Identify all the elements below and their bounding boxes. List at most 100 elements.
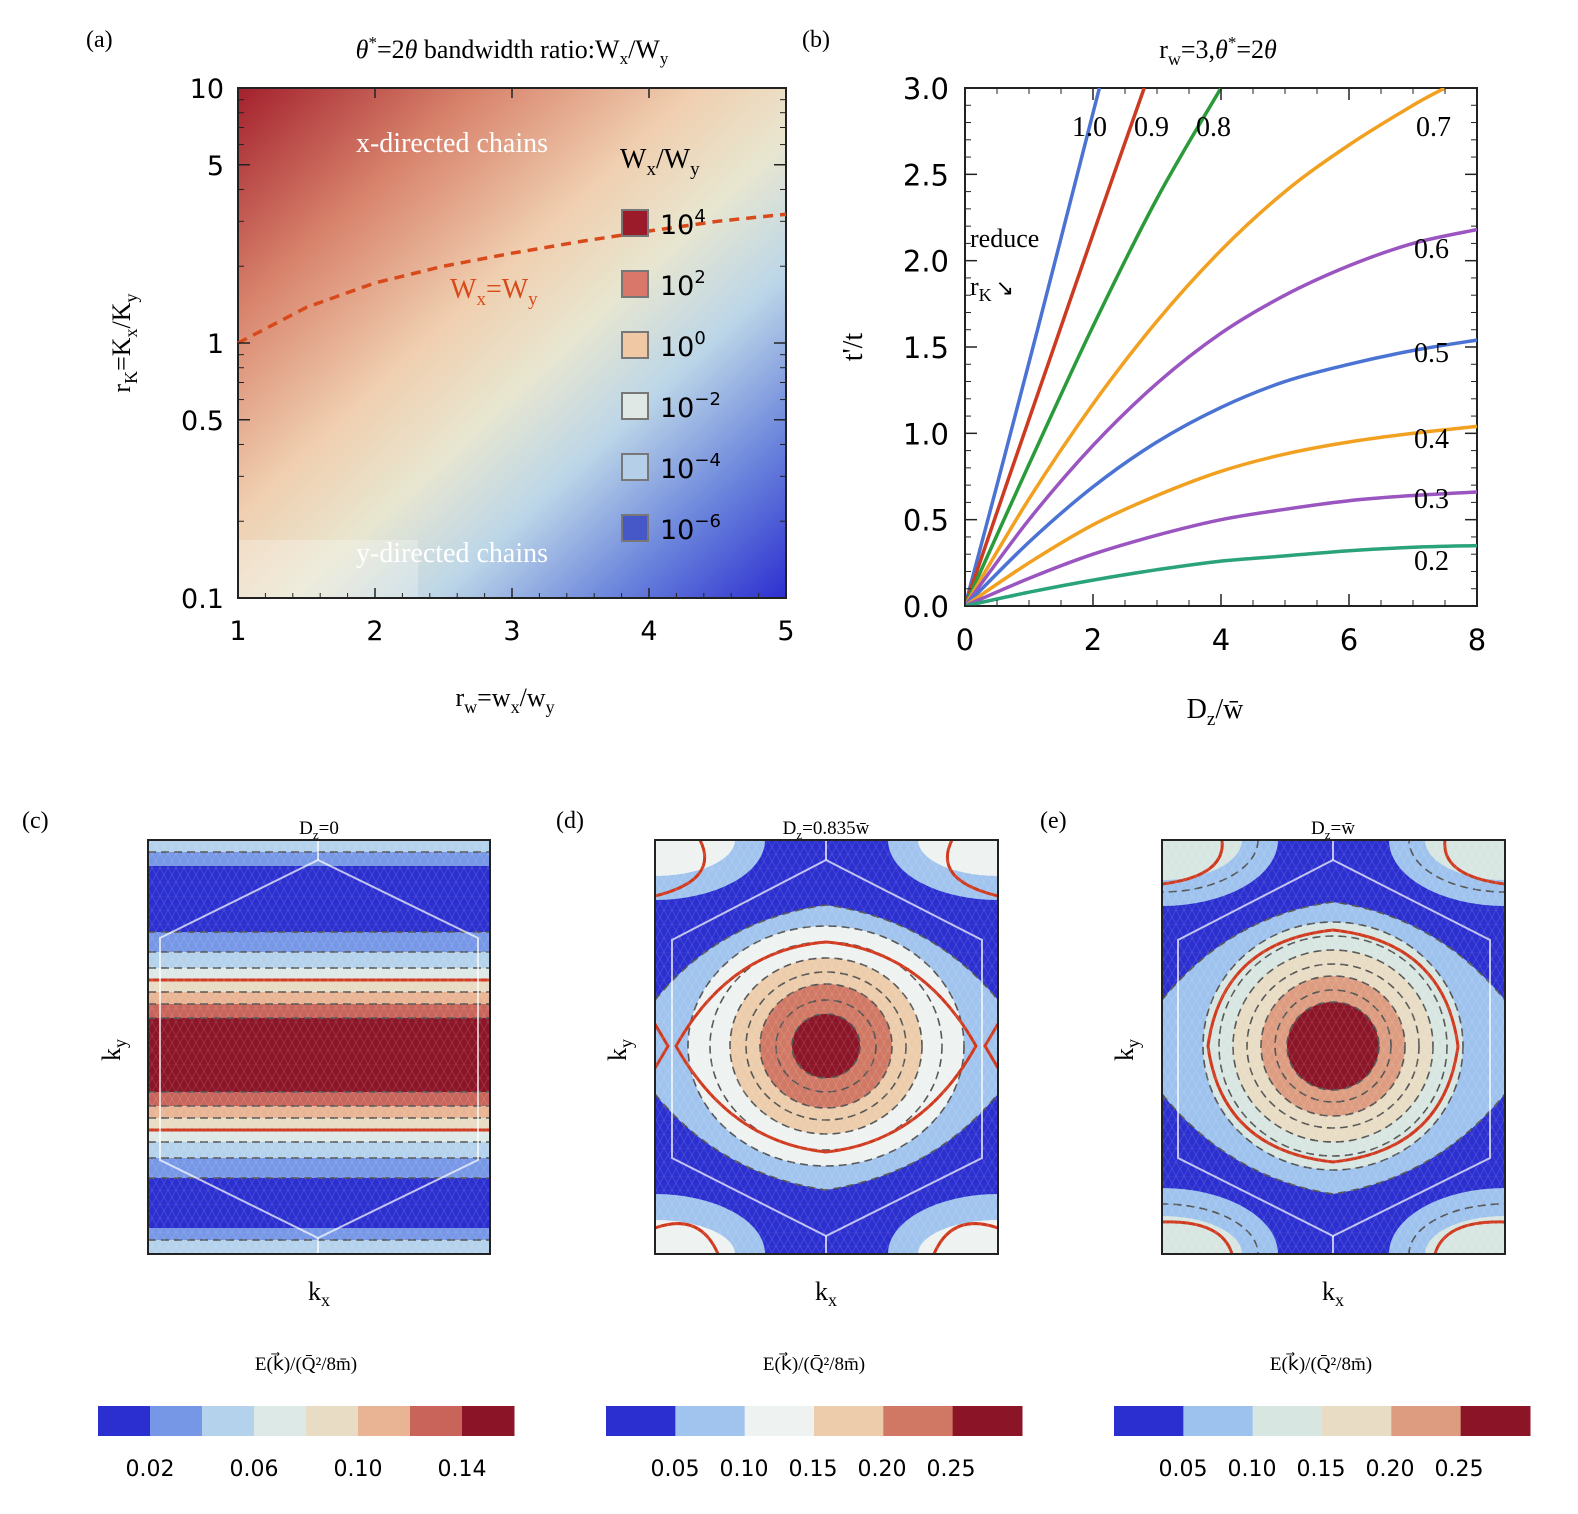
series-label-0.7: 0.7 <box>1416 112 1451 143</box>
x-tick-label-b: 0 <box>956 623 974 657</box>
heatmap-d <box>655 840 998 1254</box>
legend-title: Wx/Wy <box>620 144 700 180</box>
x-tick-label-b: 6 <box>1340 623 1358 657</box>
x-tick-label-a: 4 <box>640 616 657 647</box>
y-tick-label-a: 0.5 <box>181 406 224 437</box>
x-tick-label-a: 5 <box>777 616 794 647</box>
y-tick-label-b: 3.0 <box>903 72 949 106</box>
y-tick-label-b: 1.5 <box>903 331 949 365</box>
panel-e-title: Dz=w̄ <box>1311 818 1355 842</box>
panel-a-xlabel: rw=wx/wy <box>455 683 554 717</box>
panel-c-ylabel: ky <box>97 1039 130 1061</box>
colorbar-segment <box>150 1406 203 1436</box>
reduce-annotation: reduce <box>970 224 1039 253</box>
boundary-label: Wx=Wy <box>450 274 538 310</box>
colorbar-c-label: E(k⃗)/(Q̄²/8m̄) <box>255 1352 357 1375</box>
colorbar-d-label: E(k⃗)/(Q̄²/8m̄) <box>763 1352 865 1375</box>
heatmap-c <box>148 840 490 1254</box>
colorbar-tick-label: 0.05 <box>651 1457 700 1482</box>
colorbar-segment <box>358 1406 411 1436</box>
legend-entry-label: 104 <box>660 206 706 241</box>
y-tick-label-a: 10 <box>190 74 224 105</box>
colorbar-segment <box>883 1406 954 1436</box>
colorbar-tick-label: 0.06 <box>230 1457 279 1482</box>
panel-e: (e) Dz=w̄ <box>1040 808 1531 1482</box>
series-label-1.0: 1.0 <box>1072 112 1107 143</box>
y-tick-label-a: 0.1 <box>181 584 224 615</box>
colorbar-segment <box>814 1406 884 1436</box>
x-tick-label-b: 4 <box>1212 623 1230 657</box>
panel-d-ylabel: ky <box>603 1039 636 1061</box>
panel-e-label: (e) <box>1040 808 1067 834</box>
legend-entry-label: 10−2 <box>660 389 721 424</box>
panel-d-label: (d) <box>556 808 584 834</box>
panel-b-label: (b) <box>802 27 830 53</box>
series-line-0.9 <box>965 88 1146 606</box>
colorbar-segment <box>1252 1406 1323 1436</box>
panel-a-label: (a) <box>86 27 113 53</box>
colorbar-tick-label: 0.02 <box>126 1457 175 1482</box>
series-line-1.0 <box>965 88 1102 606</box>
legend-swatch <box>621 392 649 420</box>
y-tick-label-b: 2.0 <box>903 245 949 279</box>
x-tick-label-a: 2 <box>366 616 383 647</box>
panel-a-title: θ*=2θ bandwidth ratio:Wx/Wy <box>356 33 669 68</box>
colorbar-tick-label: 0.10 <box>1228 1457 1277 1482</box>
y-tick-label-b: 0.0 <box>903 590 949 624</box>
y-tick-label-a: 5 <box>207 151 224 182</box>
y-tick-label-a: 1 <box>207 329 224 360</box>
rk-annotation: rK ↘ <box>970 272 1014 305</box>
colorbar-segment <box>1460 1406 1531 1436</box>
legend-a: Wx/Wy 104 102 100 10−2 10−4 10−6 <box>620 144 721 546</box>
series-label-0.9: 0.9 <box>1134 112 1169 143</box>
colorbar-tick-label: 0.20 <box>1366 1457 1415 1482</box>
panel-d-title: Dz=0.835w̄ <box>783 818 870 842</box>
series-label-0.4: 0.4 <box>1414 424 1449 455</box>
colorbar-tick-label: 0.14 <box>438 1457 487 1482</box>
panel-b-ylabel: t'/t <box>838 333 869 362</box>
panel-b-xlabel: Dz/w̄ <box>1187 694 1244 730</box>
colorbar-segment <box>1183 1406 1254 1436</box>
series-line-0.5 <box>965 338 1477 606</box>
series-line-0.2 <box>965 543 1477 606</box>
colorbar-tick-label: 0.10 <box>334 1457 383 1482</box>
panel-d: (d) Dz=0.835w̄ <box>556 808 1023 1482</box>
legend-entry-label: 10−4 <box>660 450 721 485</box>
colorbar-tick-label: 0.25 <box>927 1457 976 1482</box>
legend-swatch <box>621 270 649 298</box>
colorbar-tick-label: 0.25 <box>1435 1457 1484 1482</box>
y-chains-label: y-directed chains <box>356 538 548 569</box>
panel-a: (a) θ*=2θ bandwidth ratio:Wx/Wy x-direct… <box>86 27 795 717</box>
legend-swatch <box>621 331 649 359</box>
panel-b-title: rw=3,θ*=2θ <box>1159 33 1277 69</box>
series-label-0.3: 0.3 <box>1414 484 1449 515</box>
series-label-0.8: 0.8 <box>1196 112 1231 143</box>
colorbar-tick-label: 0.15 <box>789 1457 838 1482</box>
x-tick-label-b: 2 <box>1084 623 1102 657</box>
heatmap-e <box>1162 840 1505 1254</box>
colorbar-segment <box>606 1406 676 1436</box>
colorbar-segment <box>675 1406 746 1436</box>
panel-b: (b) rw=3,θ*=2θ 1.0 0.9 0.8 0.7 0.6 0.5 0.4 0.3 0… <box>802 27 1486 730</box>
series-line-0.7 <box>965 88 1446 606</box>
x-tick-label-a: 1 <box>229 616 246 647</box>
legend-swatch <box>621 209 649 237</box>
panel-c: (c) Dz=0 <box>22 808 515 1482</box>
x-chains-label: x-directed chains <box>356 128 548 159</box>
colorbar-segment <box>98 1406 151 1436</box>
colorbar-tick-label: 0.05 <box>1159 1457 1208 1482</box>
series-line-0.6 <box>965 227 1477 606</box>
series-label-0.6: 0.6 <box>1414 234 1449 265</box>
legend-entry-label: 102 <box>660 267 706 302</box>
legend-entry-label: 100 <box>660 328 706 363</box>
colorbar-segment <box>1322 1406 1392 1436</box>
colorbar-segment <box>744 1406 815 1436</box>
panel-d-xlabel: kx <box>815 1277 837 1310</box>
panel-c-title: Dz=0 <box>299 818 339 842</box>
x-tick-label-a: 3 <box>503 616 520 647</box>
y-tick-label-b: 0.5 <box>903 504 949 538</box>
colorbar-segment <box>1114 1406 1184 1436</box>
series-label-0.2: 0.2 <box>1414 546 1449 577</box>
colorbar-tick-label: 0.20 <box>858 1457 907 1482</box>
